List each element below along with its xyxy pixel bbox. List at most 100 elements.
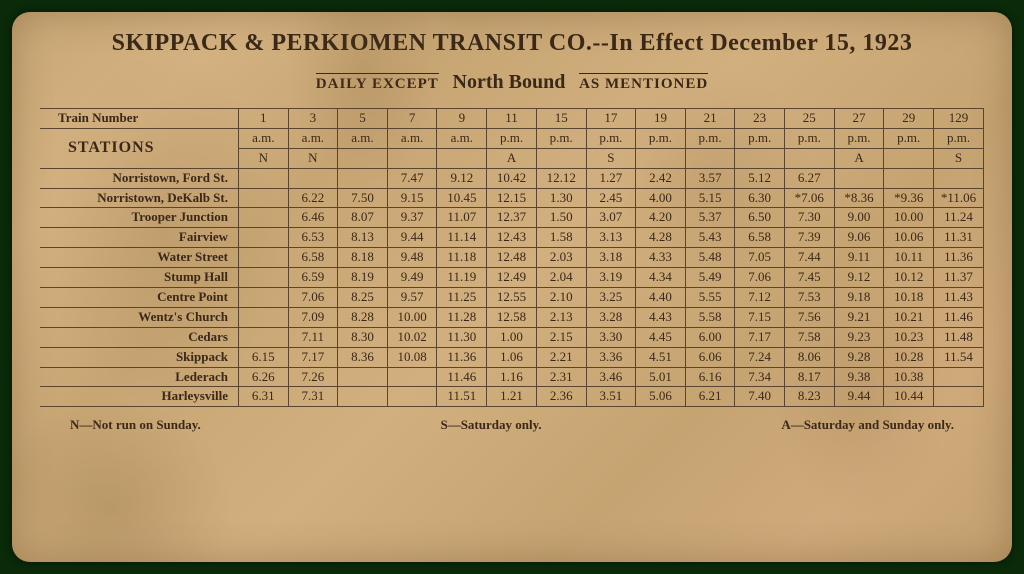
time-cell: [238, 208, 288, 228]
period-cell: p.m.: [784, 128, 834, 148]
time-cell: [238, 327, 288, 347]
time-cell: 1.30: [536, 188, 586, 208]
train-number-cell: 29: [884, 109, 934, 129]
time-cell: 12.49: [487, 268, 537, 288]
time-cell: 2.10: [536, 288, 586, 308]
train-number-cell: 9: [437, 109, 487, 129]
flag-cell: [685, 148, 735, 168]
flag-cell: [636, 148, 686, 168]
time-cell: 12.55: [487, 288, 537, 308]
time-cell: 7.44: [784, 248, 834, 268]
time-cell: 1.27: [586, 168, 636, 188]
time-cell: 6.50: [735, 208, 785, 228]
timetable-card: SKIPPACK & PERKIOMEN TRANSIT CO.--In Eff…: [12, 12, 1012, 562]
time-cell: 9.21: [834, 307, 884, 327]
station-name-cell: Lederach: [40, 367, 238, 387]
station-name-cell: Skippack: [40, 347, 238, 367]
train-number-label: Train Number: [40, 109, 238, 129]
time-cell: 10.21: [884, 307, 934, 327]
time-cell: 8.28: [338, 307, 388, 327]
time-cell: *9.36: [884, 188, 934, 208]
flag-cell: [735, 148, 785, 168]
direction-label: North Bound: [453, 71, 566, 93]
flag-cell: N: [238, 148, 288, 168]
time-cell: 2.04: [536, 268, 586, 288]
time-cell: 7.11: [288, 327, 338, 347]
flag-cell: N: [288, 148, 338, 168]
time-cell: 3.13: [586, 228, 636, 248]
time-cell: 9.57: [387, 288, 437, 308]
time-cell: 3.57: [685, 168, 735, 188]
train-number-cell: 21: [685, 109, 735, 129]
time-cell: [338, 168, 388, 188]
time-cell: 9.12: [437, 168, 487, 188]
station-row: Harleysville6.317.3111.511.212.363.515.0…: [40, 387, 984, 407]
time-cell: *8.36: [834, 188, 884, 208]
time-cell: 12.37: [487, 208, 537, 228]
station-name-cell: Centre Point: [40, 288, 238, 308]
time-cell: 11.36: [934, 248, 984, 268]
time-cell: 10.08: [387, 347, 437, 367]
time-cell: 7.58: [784, 327, 834, 347]
flag-cell: A: [834, 148, 884, 168]
time-cell: [934, 367, 984, 387]
legend-s: S—Saturday only.: [440, 417, 541, 433]
time-cell: 5.12: [735, 168, 785, 188]
time-cell: 4.40: [636, 288, 686, 308]
time-cell: 8.23: [784, 387, 834, 407]
period-cell: p.m.: [487, 128, 537, 148]
time-cell: 11.54: [934, 347, 984, 367]
timetable: Train Number13579111517192123252729129ST…: [40, 108, 984, 407]
time-cell: 6.15: [238, 347, 288, 367]
time-cell: 7.24: [735, 347, 785, 367]
time-cell: [238, 188, 288, 208]
time-cell: 12.15: [487, 188, 537, 208]
time-cell: 8.25: [338, 288, 388, 308]
time-cell: 7.56: [784, 307, 834, 327]
period-cell: p.m.: [834, 128, 884, 148]
time-cell: 2.15: [536, 327, 586, 347]
time-cell: 11.43: [934, 288, 984, 308]
time-cell: 7.30: [784, 208, 834, 228]
time-cell: 7.26: [288, 367, 338, 387]
flag-cell: S: [586, 148, 636, 168]
time-cell: 3.28: [586, 307, 636, 327]
time-cell: 2.31: [536, 367, 586, 387]
time-cell: 7.39: [784, 228, 834, 248]
train-number-cell: 23: [735, 109, 785, 129]
time-cell: 4.28: [636, 228, 686, 248]
company-title: SKIPPACK & PERKIOMEN TRANSIT CO.--In Eff…: [40, 30, 984, 57]
time-cell: 1.16: [487, 367, 537, 387]
period-cell: a.m.: [288, 128, 338, 148]
station-row: Lederach6.267.2611.461.162.313.465.016.1…: [40, 367, 984, 387]
station-row: Norristown, DeKalb St.6.227.509.1510.451…: [40, 188, 984, 208]
time-cell: 4.45: [636, 327, 686, 347]
time-cell: 7.34: [735, 367, 785, 387]
time-cell: 3.18: [586, 248, 636, 268]
flag-cell: [884, 148, 934, 168]
time-cell: 1.21: [487, 387, 537, 407]
period-cell: a.m.: [338, 128, 388, 148]
flag-cell: [536, 148, 586, 168]
station-row: Stump Hall6.598.199.4911.1912.492.043.19…: [40, 268, 984, 288]
train-number-cell: 129: [934, 109, 984, 129]
time-cell: 5.48: [685, 248, 735, 268]
station-row: Fairview6.538.139.4411.1412.431.583.134.…: [40, 228, 984, 248]
time-cell: 11.51: [437, 387, 487, 407]
time-cell: [238, 307, 288, 327]
as-mentioned-label: AS MENTIONED: [579, 73, 708, 93]
legend-n: N—Not run on Sunday.: [70, 417, 201, 433]
time-cell: 5.01: [636, 367, 686, 387]
station-name-cell: Cedars: [40, 327, 238, 347]
train-number-cell: 19: [636, 109, 686, 129]
time-cell: 5.15: [685, 188, 735, 208]
time-cell: 7.15: [735, 307, 785, 327]
stations-label: STATIONS: [40, 128, 238, 168]
time-cell: 10.42: [487, 168, 537, 188]
time-cell: 11.48: [934, 327, 984, 347]
period-cell: p.m.: [685, 128, 735, 148]
time-cell: 2.21: [536, 347, 586, 367]
time-cell: 9.44: [834, 387, 884, 407]
period-cell: a.m.: [437, 128, 487, 148]
time-cell: 5.55: [685, 288, 735, 308]
